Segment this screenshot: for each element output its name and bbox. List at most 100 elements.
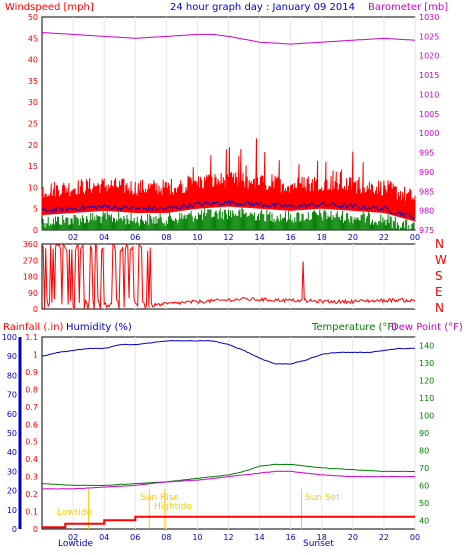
rain-tick-label: 1 [33,350,38,359]
lower-hour-tick: 10 [192,533,202,542]
dewpoint-label: Dew Point (°F) [391,322,463,333]
temp-tick-label: 130 [419,359,434,368]
baro-tick-label: 980 [419,207,434,216]
windspeed-label: Windspeed [mph] [5,2,94,13]
lower-hour-tick: 06 [130,533,140,542]
humidity-tick-label: 80 [7,371,17,380]
rain-tick-label: 1.1 [25,333,38,342]
temp-tick-label: 120 [419,377,434,386]
baro-tick-label: 990 [419,168,434,177]
lower-hour-tick: 16 [286,533,296,542]
wind-hour-tick: 16 [286,233,296,242]
humidity-tick-label: 100 [2,333,17,342]
wind-tick-label: 50 [28,13,38,22]
temp-tick-label: 80 [419,446,429,455]
rain-tick-label: 0.3 [25,473,38,482]
baro-tick-label: 1015 [419,71,439,80]
wind-tick-label: 45 [28,34,38,43]
rain-tick-label: 0 [33,525,38,534]
wind-hour-tick: 18 [317,233,327,242]
wind-hour-tick: 10 [192,233,202,242]
event-lowtide: Lowtide [57,508,92,518]
compass-n-bottom: N [435,301,444,315]
lower-hour-tick: 02 [68,533,78,542]
lower-hour-tick: 14 [254,533,264,542]
wind-tick-label: 35 [28,77,38,86]
wind-hour-tick: 06 [130,233,140,242]
temp-tick-label: 110 [419,394,434,403]
baro-tick-label: 985 [419,187,434,196]
temp-tick-label: 40 [419,516,429,525]
wind-gust-series [41,138,416,222]
direction-tick-label: 360 [23,240,38,249]
baro-tick-label: 1010 [419,90,439,99]
humidity-tick-label: 0 [12,525,17,534]
temp-tick-label: 50 [419,499,429,508]
bottom-sunset: Sunset [303,539,334,549]
temp-tick-label: 60 [419,481,429,490]
humidity-tick-label: 40 [7,448,17,457]
humidity-tick-label: 70 [7,391,17,400]
baro-tick-label: 1020 [419,52,439,61]
temp-tick-label: 100 [419,412,434,421]
humidity-tick-label: 10 [7,506,17,515]
graph-title: 24 hour graph day : January 09 2014 [170,2,355,13]
chart-marks: 0510152025303540455097598098599099510001… [2,13,440,542]
wind-tick-label: 5 [33,205,38,214]
humidity-tick-label: 20 [7,487,17,496]
humidity-tick-label: 30 [7,467,17,476]
lower-hour-tick: 04 [99,533,109,542]
temp-tick-label: 70 [419,464,429,473]
baro-tick-label: 1000 [419,129,439,138]
rain-tick-label: 0.1 [25,508,38,517]
humidity-label: Humidity (%) [66,322,132,333]
wind-hour-tick: 00 [410,233,420,242]
baro-tick-label: 975 [419,226,434,235]
wind-tick-label: 30 [28,98,38,107]
wind-hour-tick: 12 [223,233,233,242]
barometer-label: Barometer [mb] [368,2,448,13]
baro-tick-label: 1025 [419,32,439,41]
lower-hour-tick: 12 [223,533,233,542]
event-hightide: Hightide [154,502,192,512]
rain-tick-label: 0.4 [25,455,38,464]
temp-tick-label: 90 [419,429,429,438]
lower-hour-tick: 00 [410,533,420,542]
temperature-label: Temperature (°F) [311,322,397,333]
lower-hour-tick: 20 [348,533,358,542]
direction-tick-label: 270 [23,256,38,265]
rain-tick-label: 0.2 [25,490,38,499]
rain-tick-label: 0.7 [25,403,38,412]
humidity-tick-label: 60 [7,410,17,419]
event-sunrise: Sun Rise [140,493,179,503]
wind-tick-label: 20 [28,141,38,150]
humidity-tick-label: 90 [7,352,17,361]
wind-tick-label: 25 [28,120,38,129]
direction-tick-label: 90 [28,289,38,298]
wind-hour-tick: 20 [348,233,358,242]
lower-hour-tick: 22 [379,533,389,542]
wind-tick-label: 10 [28,183,38,192]
rain-tick-label: 0.6 [25,420,38,429]
wind-hour-tick: 04 [99,233,109,242]
wind-tick-label: 0 [33,226,38,235]
dewpoint-series [41,470,416,490]
humidity-tick-label: 50 [7,429,17,438]
barometer-series [41,32,416,45]
wind-hour-tick: 02 [68,233,78,242]
rain-tick-label: 0.8 [25,385,38,394]
baro-tick-label: 1030 [419,13,439,22]
bottom-lowtide: Lowtide [58,539,93,549]
wind-hour-tick: 08 [161,233,171,242]
humidity-series [41,340,416,365]
baro-tick-label: 1005 [419,110,439,119]
direction-tick-label: 180 [23,273,38,282]
wind-avg-series [41,199,416,220]
wind-hour-tick: 14 [254,233,264,242]
rain-tick-label: 0.9 [25,368,38,377]
lower-hour-tick: 18 [317,533,327,542]
rainfall-label: Rainfall (.in) [3,322,64,333]
rain-tick-label: 0.5 [25,438,38,447]
compass-s: S [435,269,443,283]
